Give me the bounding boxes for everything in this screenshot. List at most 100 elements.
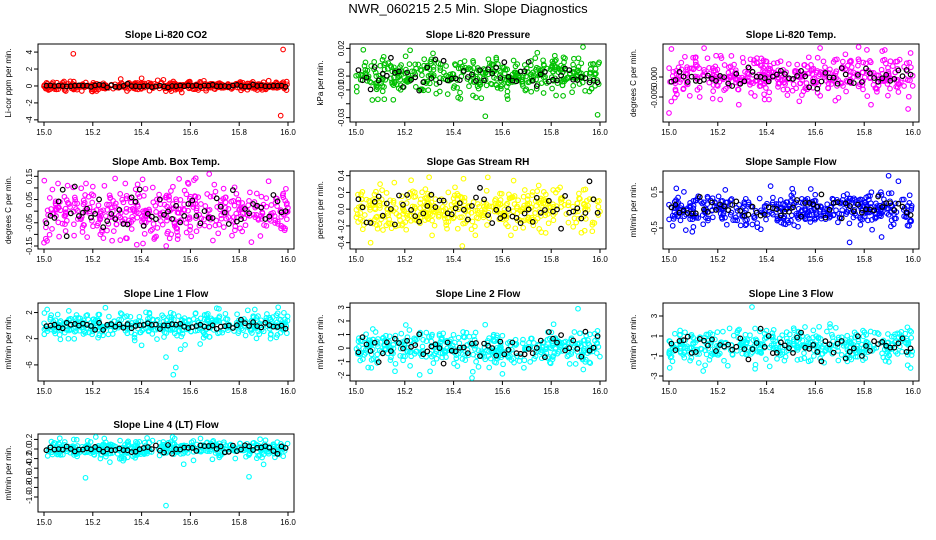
mean-point xyxy=(850,208,857,215)
mean-point xyxy=(505,73,512,80)
scan-point xyxy=(117,237,124,243)
scan-point xyxy=(906,59,913,66)
scan-point xyxy=(504,96,511,102)
outlier-point xyxy=(138,75,145,82)
scan-point xyxy=(669,222,676,229)
scan-point xyxy=(89,183,96,190)
scan-point xyxy=(703,351,710,358)
scan-point xyxy=(704,193,711,200)
mean-point xyxy=(185,200,192,207)
mean-point xyxy=(517,220,524,227)
x-tick-label: 15.6 xyxy=(808,128,824,137)
plot-frame xyxy=(662,170,920,250)
mean-point xyxy=(100,224,107,231)
scan-point xyxy=(466,83,472,90)
scan-point xyxy=(453,355,460,362)
scan-point xyxy=(97,83,104,89)
scan-point xyxy=(411,194,417,200)
scan-point xyxy=(201,222,208,229)
scan-point xyxy=(805,54,812,61)
scan-point xyxy=(260,328,267,335)
scan-point xyxy=(713,52,719,59)
scan-point xyxy=(81,199,88,206)
mean-point xyxy=(416,87,423,94)
mean-point xyxy=(379,212,386,219)
y-axis-label: Li-cor ppm per min. xyxy=(4,49,13,118)
scan-point xyxy=(860,86,866,93)
scan-point xyxy=(436,88,443,95)
scan-point xyxy=(540,57,546,64)
scan-point xyxy=(669,212,676,219)
mean-point xyxy=(152,216,159,223)
scan-point xyxy=(492,197,498,204)
outlier-point xyxy=(846,239,853,246)
scan-point xyxy=(578,60,585,67)
x-tick-label: 15.6 xyxy=(808,387,824,396)
x-tick-label: 16.0 xyxy=(592,128,608,137)
scan-point xyxy=(281,309,287,316)
mean-point xyxy=(428,191,435,198)
scan-point xyxy=(744,70,751,77)
scan-point xyxy=(178,89,185,96)
scan-point xyxy=(402,53,409,60)
scan-point xyxy=(283,185,289,192)
scan-point xyxy=(564,75,571,82)
outlier-point xyxy=(197,341,204,347)
mean-point xyxy=(713,206,719,213)
scan-point xyxy=(690,224,697,230)
y-axis-label: ml/min per min. xyxy=(629,183,638,238)
scan-point xyxy=(590,75,597,82)
mean-point xyxy=(867,70,873,77)
scan-point xyxy=(416,372,423,378)
scan-point xyxy=(424,199,431,206)
mean-point xyxy=(790,204,796,211)
scan-point xyxy=(422,186,429,192)
scan-point xyxy=(249,79,256,85)
mean-point xyxy=(408,76,415,83)
scan-point xyxy=(454,363,461,369)
scan-point xyxy=(272,217,279,224)
scan-point xyxy=(277,316,284,323)
scan-point xyxy=(781,79,788,86)
scan-point xyxy=(550,187,557,193)
mean-point xyxy=(274,198,281,205)
scan-point xyxy=(417,67,424,73)
scan-point xyxy=(151,236,158,242)
scan-point xyxy=(180,461,187,468)
scan-point xyxy=(799,92,805,98)
scan-point xyxy=(565,219,572,226)
scan-point xyxy=(714,83,721,89)
mean-point xyxy=(558,332,564,339)
scan-point xyxy=(817,92,824,99)
scan-point xyxy=(666,216,672,223)
scan-point xyxy=(672,330,678,337)
scan-point xyxy=(445,218,452,225)
panel-3: Slope Li-820 Temp.15.0 15.2 15.4 15.6 15.8 16… xyxy=(629,30,921,137)
mean-point xyxy=(692,210,699,217)
scan-point xyxy=(412,71,419,78)
scan-point xyxy=(855,83,862,90)
mean-point xyxy=(456,200,463,207)
scan-point xyxy=(867,204,874,210)
scan-point xyxy=(353,72,359,79)
mean-point xyxy=(903,209,910,216)
scan-point xyxy=(48,312,55,318)
mean-point xyxy=(705,72,711,79)
scan-point xyxy=(89,331,95,338)
mean-point xyxy=(680,73,687,80)
mean-point xyxy=(189,197,196,204)
y-tick-label: 4 xyxy=(25,49,34,54)
scan-point xyxy=(557,184,563,191)
outlier-point xyxy=(392,368,398,375)
scan-point xyxy=(457,89,463,96)
scan-point xyxy=(497,83,504,90)
y-axis-label: ml/min per min. xyxy=(4,446,13,501)
scan-point xyxy=(497,72,503,79)
scan-point xyxy=(397,352,404,359)
x-tick-label: 15.0 xyxy=(36,387,52,396)
scan-point xyxy=(233,190,240,197)
scan-point xyxy=(878,234,885,240)
scan-point xyxy=(118,317,125,323)
scan-point xyxy=(881,56,888,63)
scan-point xyxy=(82,192,88,198)
